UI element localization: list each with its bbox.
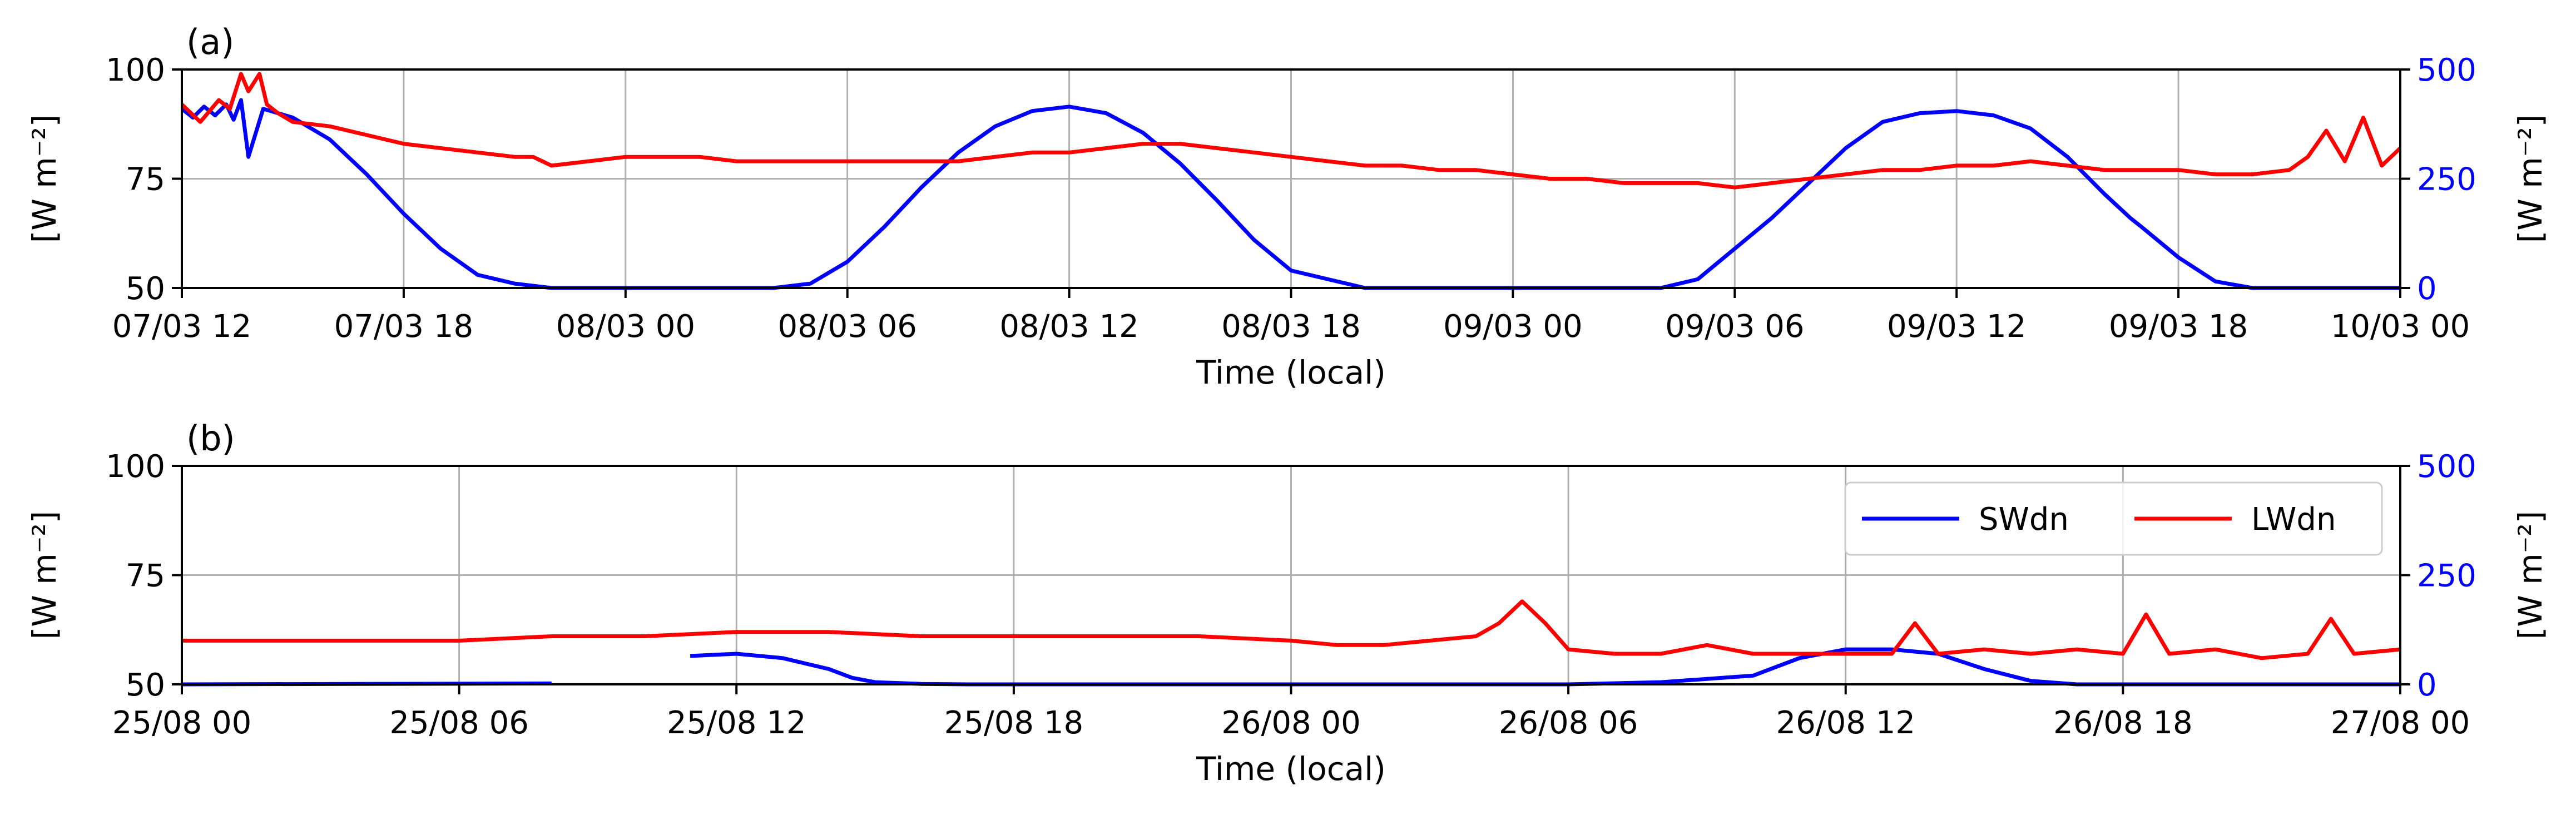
y-tick-label-left: 50 [126,667,165,703]
x-tick-label: 25/08 00 [112,705,251,741]
x-tick-label: 26/08 00 [1221,705,1360,741]
series-line-swdn [180,98,2400,290]
y-tick-label-left: 50 [126,271,165,307]
grid-lines [181,68,2401,289]
y-tick-label-left: 100 [106,52,165,88]
panel-label: (a) [186,22,234,62]
y-axis-right: 0 250 500 [W m⁻²] [2400,449,2549,703]
series-line-lwdn [180,72,2402,190]
series-line-lwdn [182,599,2401,660]
x-axis: 07/03 12 07/03 18 08/03 00 08/03 06 08/03 12… [112,288,2470,391]
legend-label-lwdn: LWdn [2251,501,2336,538]
y-axis-title-left: [W m⁻²] [26,115,63,243]
panel-label: (b) [186,418,235,459]
y-tick-label-left: 100 [106,449,165,485]
x-tick-label: 09/03 06 [1665,309,1804,345]
x-axis-title: Time (local) [1196,750,1386,788]
x-tick-label: 26/08 12 [1776,705,1915,741]
series-swdn [180,98,2400,290]
x-tick-label: 08/03 18 [1221,309,1360,345]
x-tick-label: 25/08 06 [389,705,528,741]
panel-a: 07/03 12 07/03 18 08/03 00 08/03 06 08/03 12… [26,22,2549,391]
y-tick-label-right: 0 [2417,271,2437,307]
y-axis-title-left: [W m⁻²] [26,511,63,639]
y-axis-right: 0 250 500 [W m⁻²] [2400,52,2549,307]
x-tick-label: 09/03 18 [2109,309,2248,345]
legend-box [1844,481,2383,556]
x-tick-label: 27/08 00 [2331,705,2470,741]
x-tick-label: 25/08 12 [667,705,806,741]
x-tick-label: 07/03 12 [112,309,251,345]
y-tick-label-right: 0 [2417,667,2437,703]
series-lwdn [180,72,2402,190]
x-axis: 25/08 00 25/08 06 25/08 12 25/08 18 26/08 00… [112,684,2470,788]
y-axis-left: 50 75 100 [W m⁻²] [26,449,182,703]
y-axis-title-right: [W m⁻²] [2511,115,2549,243]
y-tick-label-right: 250 [2417,162,2476,198]
x-tick-label: 26/08 06 [1499,705,1638,741]
legend: SWdn LWdn [1844,481,2383,556]
y-tick-label-right: 500 [2417,449,2476,485]
y-tick-label-left: 75 [126,162,165,198]
x-tick-label: 09/03 12 [1887,309,2026,345]
x-tick-label: 07/03 18 [334,309,473,345]
y-tick-label-left: 75 [126,558,165,594]
x-tick-label: 08/03 00 [556,309,695,345]
legend-label-swdn: SWdn [1979,501,2069,538]
x-tick-label: 09/03 00 [1443,309,1582,345]
y-tick-label-right: 500 [2417,52,2476,88]
x-tick-label: 25/08 18 [944,705,1083,741]
series-lwdn [182,599,2401,660]
x-axis-title: Time (local) [1196,354,1386,391]
x-tick-label: 08/03 12 [999,309,1138,345]
x-tick-label: 26/08 18 [2053,705,2192,741]
x-tick-label: 08/03 06 [777,309,917,345]
panel-b: 25/08 00 25/08 06 25/08 12 25/08 18 26/08 00… [26,418,2549,788]
x-tick-label: 10/03 00 [2331,309,2470,345]
y-axis-title-right: [W m⁻²] [2511,511,2549,639]
y-tick-label-right: 250 [2417,558,2476,594]
y-axis-left: 50 75 100 [W m⁻²] [26,52,182,307]
series-line-swdn [690,647,2400,687]
